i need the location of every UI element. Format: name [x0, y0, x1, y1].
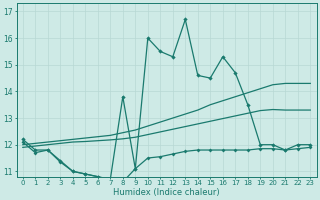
X-axis label: Humidex (Indice chaleur): Humidex (Indice chaleur) — [113, 188, 220, 197]
